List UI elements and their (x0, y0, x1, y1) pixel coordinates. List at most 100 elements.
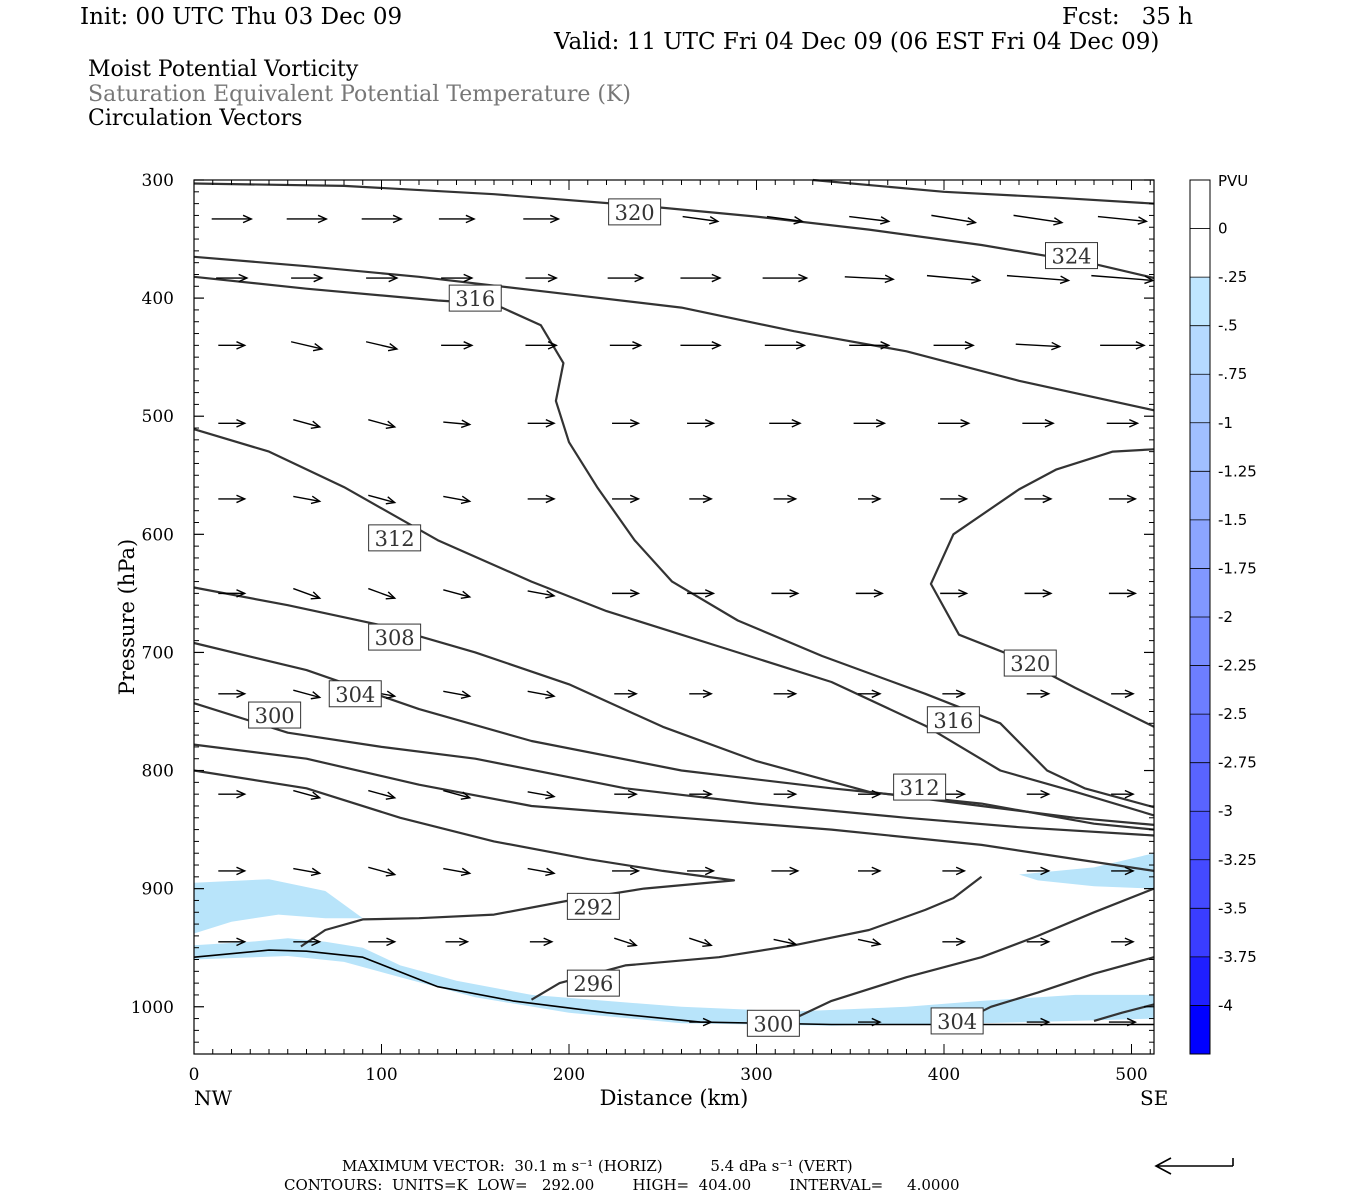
vector-arrow (926, 274, 982, 285)
vector-arrow (529, 937, 554, 947)
x-axis-label: Distance (km) (600, 1086, 749, 1110)
y-tick-label: 900 (142, 880, 174, 900)
vector-arrow (293, 419, 322, 429)
vector-arrow (682, 215, 720, 225)
vector-arrow (523, 214, 561, 224)
colorbar-swatch (1190, 325, 1210, 375)
vector-arrow (1024, 589, 1053, 598)
x-tick-label: 300 (740, 1065, 772, 1085)
vector-arrow (942, 866, 967, 876)
vector-arrow (527, 690, 556, 699)
contour-320-3 (929, 448, 1155, 728)
contour-label: 300 (746, 1009, 800, 1037)
vector-arrow (1111, 866, 1135, 876)
vector-arrow (443, 690, 472, 699)
contour-lines (193, 178, 1155, 1026)
vector-arrow (527, 418, 556, 428)
vector-arrow (291, 273, 324, 283)
vector-arrow (368, 494, 397, 505)
vector-arrow (218, 689, 247, 699)
forecast-hour: Fcst: 35 h (1062, 4, 1193, 30)
vector-arrow (614, 789, 638, 799)
vector-arrow (1097, 215, 1149, 225)
contour-300-8 (193, 702, 1155, 837)
title-mpv: Moist Potential Vorticity (88, 57, 359, 82)
vector-arrow (525, 273, 558, 283)
vector-arrow (607, 273, 645, 283)
vector-arrow (858, 789, 882, 799)
colorbar-swatch (1190, 519, 1210, 569)
vector-arrow (680, 341, 722, 350)
vector-arrow (773, 689, 798, 699)
vector-arrow (689, 494, 713, 504)
contour-292-10 (193, 769, 736, 948)
contour-304-14 (1093, 1003, 1155, 1022)
colorbar-swatch (1190, 374, 1210, 424)
vector-arrow (687, 589, 716, 598)
y-tick-label: 300 (142, 171, 174, 191)
y-tick-label: 800 (142, 762, 174, 782)
y-tick-label: 1000 (131, 998, 174, 1018)
vector-arrow (286, 214, 329, 224)
pv-region-0 (194, 879, 1154, 1026)
colorbar-swatch (1190, 228, 1210, 278)
contour-label: 320 (1003, 649, 1057, 677)
pv-region-1 (1019, 853, 1154, 889)
vector-arrow (773, 789, 798, 799)
colorbar-swatch (1190, 665, 1210, 715)
vector-arrow (689, 689, 713, 699)
pv-colorbar: PVU 0 -.25 -.5 -.75 -1 -1.25 -1.5 -1.75 -2 -2.25 -2… (1189, 172, 1257, 1055)
reference-vector-icon (1154, 1157, 1234, 1175)
vector-arrow (366, 273, 399, 283)
vector-arrow (1111, 689, 1135, 699)
vector-arrow (218, 937, 247, 947)
vector-arrow (769, 418, 802, 428)
vector-arrow (933, 341, 975, 350)
y-axis-label: Pressure (hPa) (115, 539, 139, 695)
vector-arrow (1106, 418, 1140, 428)
x-end-label-nw: NW (194, 1086, 233, 1110)
contour-label: 296 (566, 969, 620, 997)
x-end-label-se: SE (1140, 1086, 1168, 1110)
vector-arrow (942, 937, 967, 947)
colorbar-label: -1.5 (1218, 511, 1247, 529)
vector-arrow (612, 418, 641, 428)
y-tick-label: 500 (142, 407, 174, 427)
colorbar-swatch (1190, 422, 1210, 472)
colorbar-label: -2.5 (1218, 705, 1247, 723)
contour-label: 304 (930, 1007, 984, 1035)
terrain-line-15 (193, 949, 1154, 1026)
vector-arrow (365, 341, 399, 352)
contour-label: 312 (368, 524, 422, 552)
vector-arrow (612, 494, 641, 504)
contour-label: 316 (926, 706, 980, 734)
vector-arrow (612, 589, 641, 598)
x-tick-label: 200 (553, 1065, 585, 1085)
vector-arrow (858, 689, 882, 699)
title-vectors: Circulation Vectors (88, 106, 303, 131)
svg-text:300: 300 (753, 1012, 793, 1036)
vector-arrow (368, 419, 397, 429)
colorbar-label: -4 (1218, 996, 1233, 1014)
vector-arrow (527, 494, 556, 504)
vector-arrow (216, 273, 249, 283)
colorbar-label: -.75 (1218, 365, 1247, 383)
y-tick-label: 600 (142, 525, 174, 545)
vector-arrow (1100, 341, 1146, 350)
contour-labels: 320 324 316 312 308 304 300 320 316 312 292 296 300 3… (248, 198, 1098, 1037)
vector-arrow (940, 589, 969, 598)
vector-arrow (942, 689, 967, 699)
vector-arrow (1024, 494, 1053, 504)
colorbar-label: -1 (1218, 414, 1233, 432)
vector-arrow (858, 866, 882, 876)
vector-arrow (689, 1017, 713, 1027)
vector-arrow (612, 866, 641, 876)
footer-max-vector: MAXIMUM VECTOR: 30.1 m s⁻¹ (HORIZ) 5.4 d… (342, 1157, 853, 1175)
colorbar-label: -3.25 (1218, 851, 1257, 869)
vector-arrow (368, 866, 397, 877)
colorbar-swatch (1190, 180, 1210, 230)
contour-324-0 (193, 182, 1155, 280)
colorbar-swatch (1190, 568, 1210, 618)
pv-shading (194, 853, 1154, 1026)
vector-arrow (218, 418, 247, 428)
